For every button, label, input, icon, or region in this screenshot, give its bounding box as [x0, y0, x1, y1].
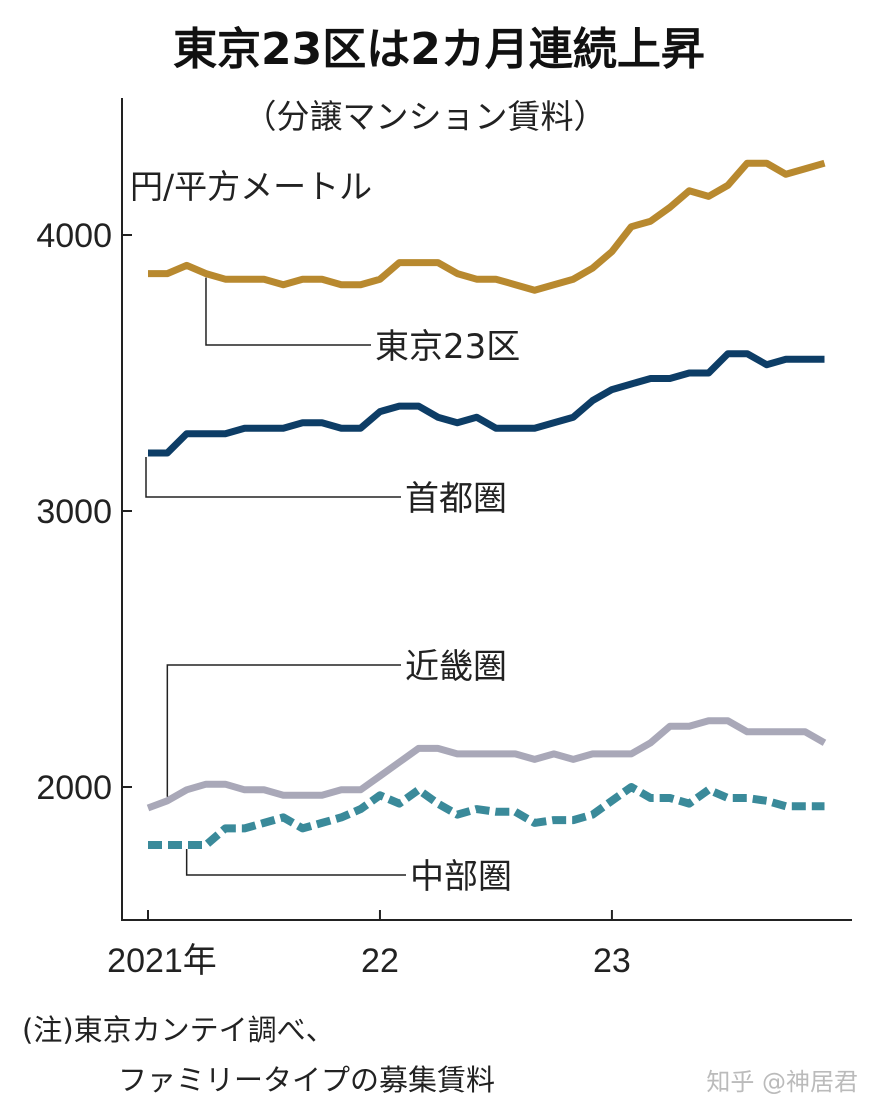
chart-subtitle: （分譲マンション賃料）: [244, 97, 607, 136]
footnote-line-1: (注)東京カンテイ調べ、: [22, 1013, 335, 1047]
leader-line: [205, 277, 371, 346]
series-line: [148, 159, 826, 294]
leader-line: [185, 848, 406, 876]
series-label: 近畿圏: [405, 647, 507, 687]
series-line: [148, 783, 825, 849]
x-tick-label: 2021年: [107, 942, 217, 980]
series-label: 首都圏: [405, 479, 507, 519]
y-tick-label: 2000: [36, 769, 112, 807]
chart-title: 東京23区は2カ月連続上昇: [173, 24, 705, 75]
x-tick-label: 22: [361, 942, 399, 980]
series-label: 東京23区: [375, 327, 520, 367]
series-label: 中部圏: [410, 857, 512, 897]
leader-line: [166, 664, 401, 797]
x-tick-label: 23: [593, 942, 631, 980]
y-tick-label: 3000: [36, 493, 112, 531]
footnote-line-2: ファミリータイプの募集賃料: [118, 1063, 495, 1097]
y-axis-unit-label: 円/平方メートル: [130, 167, 372, 206]
series-line: [148, 350, 825, 457]
watermark: 知乎 @神居君: [706, 1068, 858, 1096]
series-line: [146, 717, 827, 812]
leader-line: [145, 457, 401, 498]
y-tick-label: 4000: [36, 217, 112, 255]
